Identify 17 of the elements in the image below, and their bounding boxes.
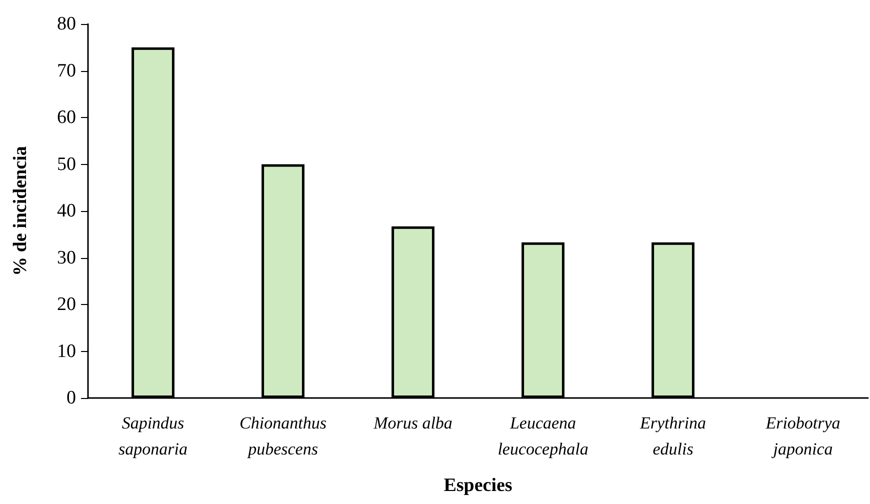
y-tick-label: 10 (57, 340, 76, 362)
x-tick-label: Eriobotrya japonica (764, 414, 840, 458)
y-tick-label: 0 (66, 388, 76, 408)
y-tick-label: 60 (57, 107, 76, 128)
y-tick-label: 80 (57, 14, 76, 34)
y-tick-label: 40 (57, 200, 76, 222)
y-tick-label: 20 (57, 294, 76, 315)
x-tick-label: Morus alba (372, 414, 452, 432)
y-tick-label: 50 (57, 154, 76, 175)
y-tick-label: 70 (57, 60, 76, 82)
y-axis-title: % de incidencia (10, 146, 31, 276)
x-tick-label: Erythrina edulis (638, 414, 706, 458)
x-tick-label: Chionanthus pubescens (240, 414, 327, 458)
y-tick-label: 30 (57, 247, 76, 268)
x-axis-title: Especies (444, 475, 512, 496)
x-tick-label: Leucaena leucocephala (498, 414, 588, 458)
x-tick-label: Sapindus saponaria (118, 414, 188, 458)
